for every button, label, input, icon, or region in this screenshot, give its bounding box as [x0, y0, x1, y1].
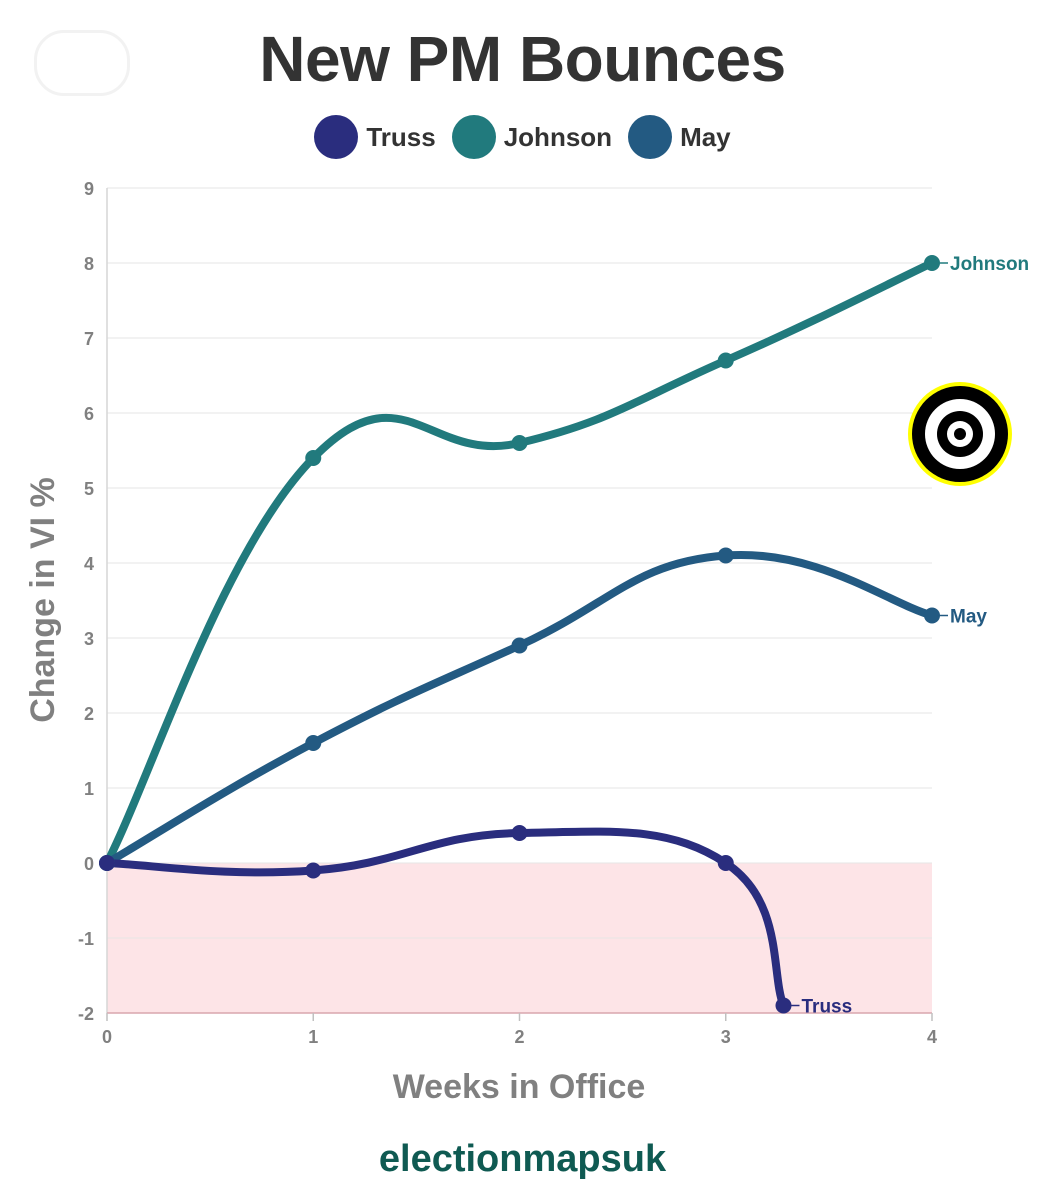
y-tick-label: 0 [84, 854, 94, 874]
y-tick-label: 9 [84, 179, 94, 199]
y-tick-label: 3 [84, 629, 94, 649]
legend-swatch-may [628, 115, 673, 159]
watermark-logo [34, 30, 130, 96]
x-tick-label: 3 [721, 1027, 731, 1047]
legend-item-truss[interactable]: Truss [314, 115, 436, 159]
footer-credit: electionmapsuk [378, 1138, 667, 1180]
y-tick-label: 5 [84, 479, 94, 499]
data-point-johnson [305, 450, 322, 466]
data-point-johnson [717, 352, 734, 369]
y-tick-label: 1 [84, 779, 94, 799]
x-tick-label: 1 [308, 1027, 318, 1047]
legend-item-johnson[interactable]: Johnson [451, 115, 613, 159]
legend-label-johnson: Johnson [503, 121, 613, 152]
chart-title: New PM Bounces [259, 23, 786, 95]
legend-label-may: May [680, 121, 731, 152]
end-label-truss: Truss [802, 997, 853, 1018]
end-label-may: May [950, 607, 987, 628]
data-point-johnson [924, 255, 940, 271]
data-point-may [717, 547, 734, 564]
data-point-may [924, 607, 940, 624]
data-point-truss [305, 862, 322, 879]
series-line-johnson [103, 259, 936, 867]
x-axis-title: Weeks in Office [393, 1068, 646, 1106]
x-tick-label: 0 [102, 1027, 112, 1047]
data-point-truss [511, 825, 528, 841]
data-point-truss [99, 855, 115, 871]
data-point-may [305, 735, 322, 751]
end-label-johnson: Johnson [950, 254, 1029, 275]
legend-swatch-johnson [451, 115, 496, 159]
data-point-johnson [511, 435, 528, 451]
y-tick-label: 8 [84, 254, 94, 274]
y-tick-label: 6 [84, 404, 94, 424]
legend: Truss Johnson May [0, 115, 1045, 159]
y-tick-label: 2 [84, 704, 94, 724]
x-tick-label: 2 [514, 1027, 524, 1047]
y-tick-label: -2 [78, 1004, 94, 1024]
y-tick-label: -1 [78, 929, 94, 949]
series-line-may [103, 550, 936, 867]
data-point-truss [717, 855, 734, 871]
y-tick-label: 4 [84, 554, 94, 574]
legend-item-may[interactable]: May [628, 115, 731, 159]
legend-swatch-truss [314, 115, 359, 159]
y-tick-label: 7 [84, 329, 94, 349]
legend-label-truss: Truss [366, 121, 436, 152]
data-point-may [511, 637, 528, 654]
data-point-truss [775, 997, 792, 1014]
x-tick-label: 4 [927, 1027, 937, 1047]
y-axis-title: Change in VI % [24, 477, 62, 723]
concentric-circle-logo-icon [908, 382, 1012, 486]
